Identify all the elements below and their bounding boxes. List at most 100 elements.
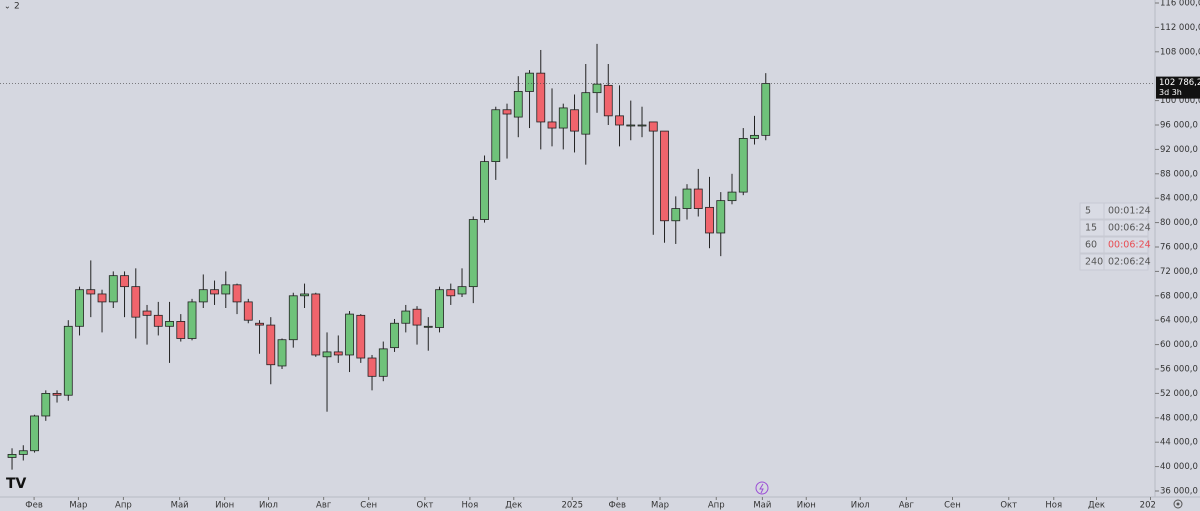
candle-body xyxy=(513,91,523,118)
candle-body xyxy=(547,121,557,129)
candle-body xyxy=(457,286,467,295)
replay-icon[interactable] xyxy=(755,481,769,495)
y-tick-label: 44 000,0 xyxy=(1160,438,1198,448)
candle-body xyxy=(435,289,444,328)
y-tick-label: 92 000,0 xyxy=(1160,145,1198,155)
timer-interval: 240 xyxy=(1085,257,1103,268)
y-tick-label: 68 000,0 xyxy=(1160,291,1198,301)
x-tick-label: Окт xyxy=(1000,501,1017,511)
candle-body xyxy=(671,208,681,222)
y-tick-label: 108 000,0 xyxy=(1160,47,1200,57)
collapse-icon[interactable]: ⌄ xyxy=(4,2,11,11)
y-tick-label: 88 000,0 xyxy=(1160,169,1198,179)
candle-body xyxy=(187,301,197,339)
timer-table: 5 00:01:24 15 00:06:24 60 00:06:24 240 02:06:24 xyxy=(1079,202,1151,271)
candle-body xyxy=(648,121,658,132)
candle-body xyxy=(131,286,141,318)
x-tick-label: Июл xyxy=(851,501,870,511)
timer-remaining: 02:06:24 xyxy=(1108,257,1151,268)
candle-body xyxy=(603,84,613,117)
y-tick-label: 116 000,0 xyxy=(1160,0,1200,9)
candle-body xyxy=(468,219,478,288)
candle-body xyxy=(637,124,647,127)
candle-body xyxy=(615,115,624,126)
candle-body xyxy=(446,289,456,297)
x-tick-label: Авг xyxy=(899,501,915,511)
candle-body xyxy=(221,284,231,295)
y-tick-label: 56 000,0 xyxy=(1160,364,1198,374)
candle-body xyxy=(682,188,692,209)
x-tick-label: Дек xyxy=(505,501,522,511)
timer-row-bg xyxy=(1079,202,1149,220)
candle-body xyxy=(333,351,343,356)
candle-body xyxy=(738,138,748,193)
tv-logo[interactable]: TV xyxy=(6,476,27,492)
candle-body xyxy=(30,415,39,452)
candle-body xyxy=(288,295,298,341)
candle-body xyxy=(761,83,771,136)
x-tick-label: 2026 xyxy=(1140,501,1162,511)
candle-body xyxy=(97,293,107,303)
x-tick-label: Сен xyxy=(944,501,961,511)
x-tick-label: Ноя xyxy=(462,501,479,511)
timer-remaining: 00:06:24 xyxy=(1108,223,1151,234)
timer-row-bg xyxy=(1079,219,1149,237)
y-tick-label: 36 000,0 xyxy=(1160,486,1198,496)
candle-body xyxy=(491,109,501,163)
candle-body xyxy=(750,134,759,139)
x-tick-label: Июн xyxy=(215,501,234,511)
y-tick-label: 48 000,0 xyxy=(1160,413,1198,423)
x-tick-label: Сен xyxy=(360,501,377,511)
candle-body xyxy=(322,351,332,358)
timer-interval: 15 xyxy=(1085,223,1097,234)
x-tick-label: Май xyxy=(753,501,771,511)
candle-body xyxy=(120,275,129,288)
candle-body xyxy=(356,314,366,359)
x-tick-label: Май xyxy=(171,501,189,511)
timer-remaining: 00:01:24 xyxy=(1108,206,1151,217)
candle-body xyxy=(165,321,174,327)
y-tick-label: 60 000,0 xyxy=(1160,340,1198,350)
candle-body xyxy=(705,206,714,234)
candle-body xyxy=(18,450,28,455)
candle-body xyxy=(480,161,489,220)
candle-body xyxy=(626,124,636,127)
candle-body xyxy=(153,314,163,327)
candle-body xyxy=(142,310,152,316)
candle-body xyxy=(423,325,433,328)
candle-body xyxy=(75,289,84,327)
candle-body xyxy=(345,313,354,356)
timer-row-bg xyxy=(1079,253,1149,271)
header-text: 2 xyxy=(14,2,20,12)
candle-body xyxy=(176,321,186,339)
y-tick-label: 76 000,0 xyxy=(1160,242,1198,252)
candle-body xyxy=(727,191,737,202)
last-price-box xyxy=(1156,76,1200,99)
candle-body xyxy=(52,392,62,396)
last-price-label: 102 786,2 xyxy=(1159,78,1200,88)
candle-body xyxy=(7,453,17,458)
x-tick-label: Апр xyxy=(115,501,132,511)
candle-body xyxy=(592,83,602,94)
candle-body xyxy=(558,107,568,129)
svg-text:TV: TV xyxy=(6,476,27,492)
candle-body xyxy=(660,130,669,222)
x-tick-label: Ноя xyxy=(1045,501,1062,511)
candle-body xyxy=(63,325,73,396)
candle-body xyxy=(367,357,377,377)
candle-body xyxy=(108,275,118,303)
candle-body xyxy=(300,293,309,297)
y-tick-label: 40 000,0 xyxy=(1160,462,1198,472)
y-tick-label: 72 000,0 xyxy=(1160,267,1198,277)
y-tick-label: 80 000,0 xyxy=(1160,218,1198,228)
x-tick-label: Авг xyxy=(316,501,332,511)
candle-body xyxy=(243,301,253,321)
x-tick-label: Окт xyxy=(417,501,434,511)
settings-icon[interactable] xyxy=(1173,499,1183,509)
y-tick-label: 112 000,0 xyxy=(1160,23,1200,33)
y-tick-label: 84 000,0 xyxy=(1160,194,1198,204)
y-tick-label: 96 000,0 xyxy=(1160,121,1198,131)
candle-body xyxy=(255,322,264,326)
candle-body xyxy=(266,324,276,366)
timer-row-bg xyxy=(1079,236,1149,254)
